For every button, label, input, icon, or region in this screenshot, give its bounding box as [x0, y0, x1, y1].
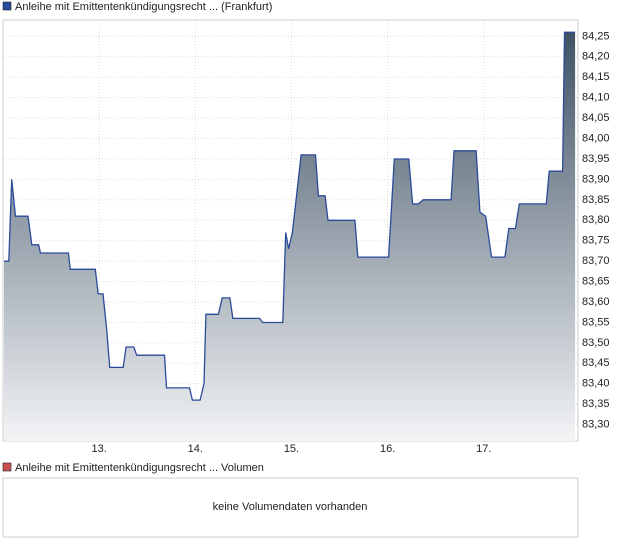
y-tick-label: 83,90	[582, 173, 610, 185]
y-tick-label: 83,50	[582, 337, 610, 349]
legend-label: Anleihe mit Emittentenkündigungsrecht ..…	[15, 1, 272, 13]
x-tick-label: 16.	[380, 443, 395, 455]
x-tick-label: 13.	[92, 443, 107, 455]
y-tick-label: 83,70	[582, 255, 610, 267]
price-line	[4, 31, 576, 401]
y-tick-label: 83,60	[582, 296, 610, 308]
y-tick-label: 83,95	[582, 153, 610, 165]
y-tick-label: 83,65	[582, 275, 610, 287]
volume-frame	[2, 477, 579, 538]
y-tick-label: 83,80	[582, 214, 610, 226]
y-tick-label: 83,75	[582, 235, 610, 247]
y-tick-label: 84,05	[582, 112, 610, 124]
y-tick-label: 84,10	[582, 92, 610, 104]
legend-swatch	[2, 462, 12, 472]
y-tick-label: 84,20	[582, 51, 610, 63]
y-tick-label: 83,45	[582, 357, 610, 369]
y-tick-label: 84,00	[582, 132, 610, 144]
y-tick-label: 83,30	[582, 419, 610, 431]
legend-swatch	[2, 1, 12, 11]
legend-label: Anleihe mit Emittentenkündigungsrecht ..…	[15, 462, 264, 474]
y-tick-label: 84,15	[582, 71, 610, 83]
x-tick-label: 17.	[476, 443, 491, 455]
x-tick-label: 15.	[284, 443, 299, 455]
y-tick-label: 83,55	[582, 316, 610, 328]
y-tick-label: 83,35	[582, 398, 610, 410]
y-tick-label: 83,85	[582, 194, 610, 206]
area-fill	[4, 32, 576, 442]
y-tick-label: 84,25	[582, 30, 610, 42]
y-tick-label: 83,40	[582, 378, 610, 390]
x-tick-label: 14.	[188, 443, 203, 455]
no-data-message: keine Volumendaten vorhanden	[213, 501, 368, 513]
